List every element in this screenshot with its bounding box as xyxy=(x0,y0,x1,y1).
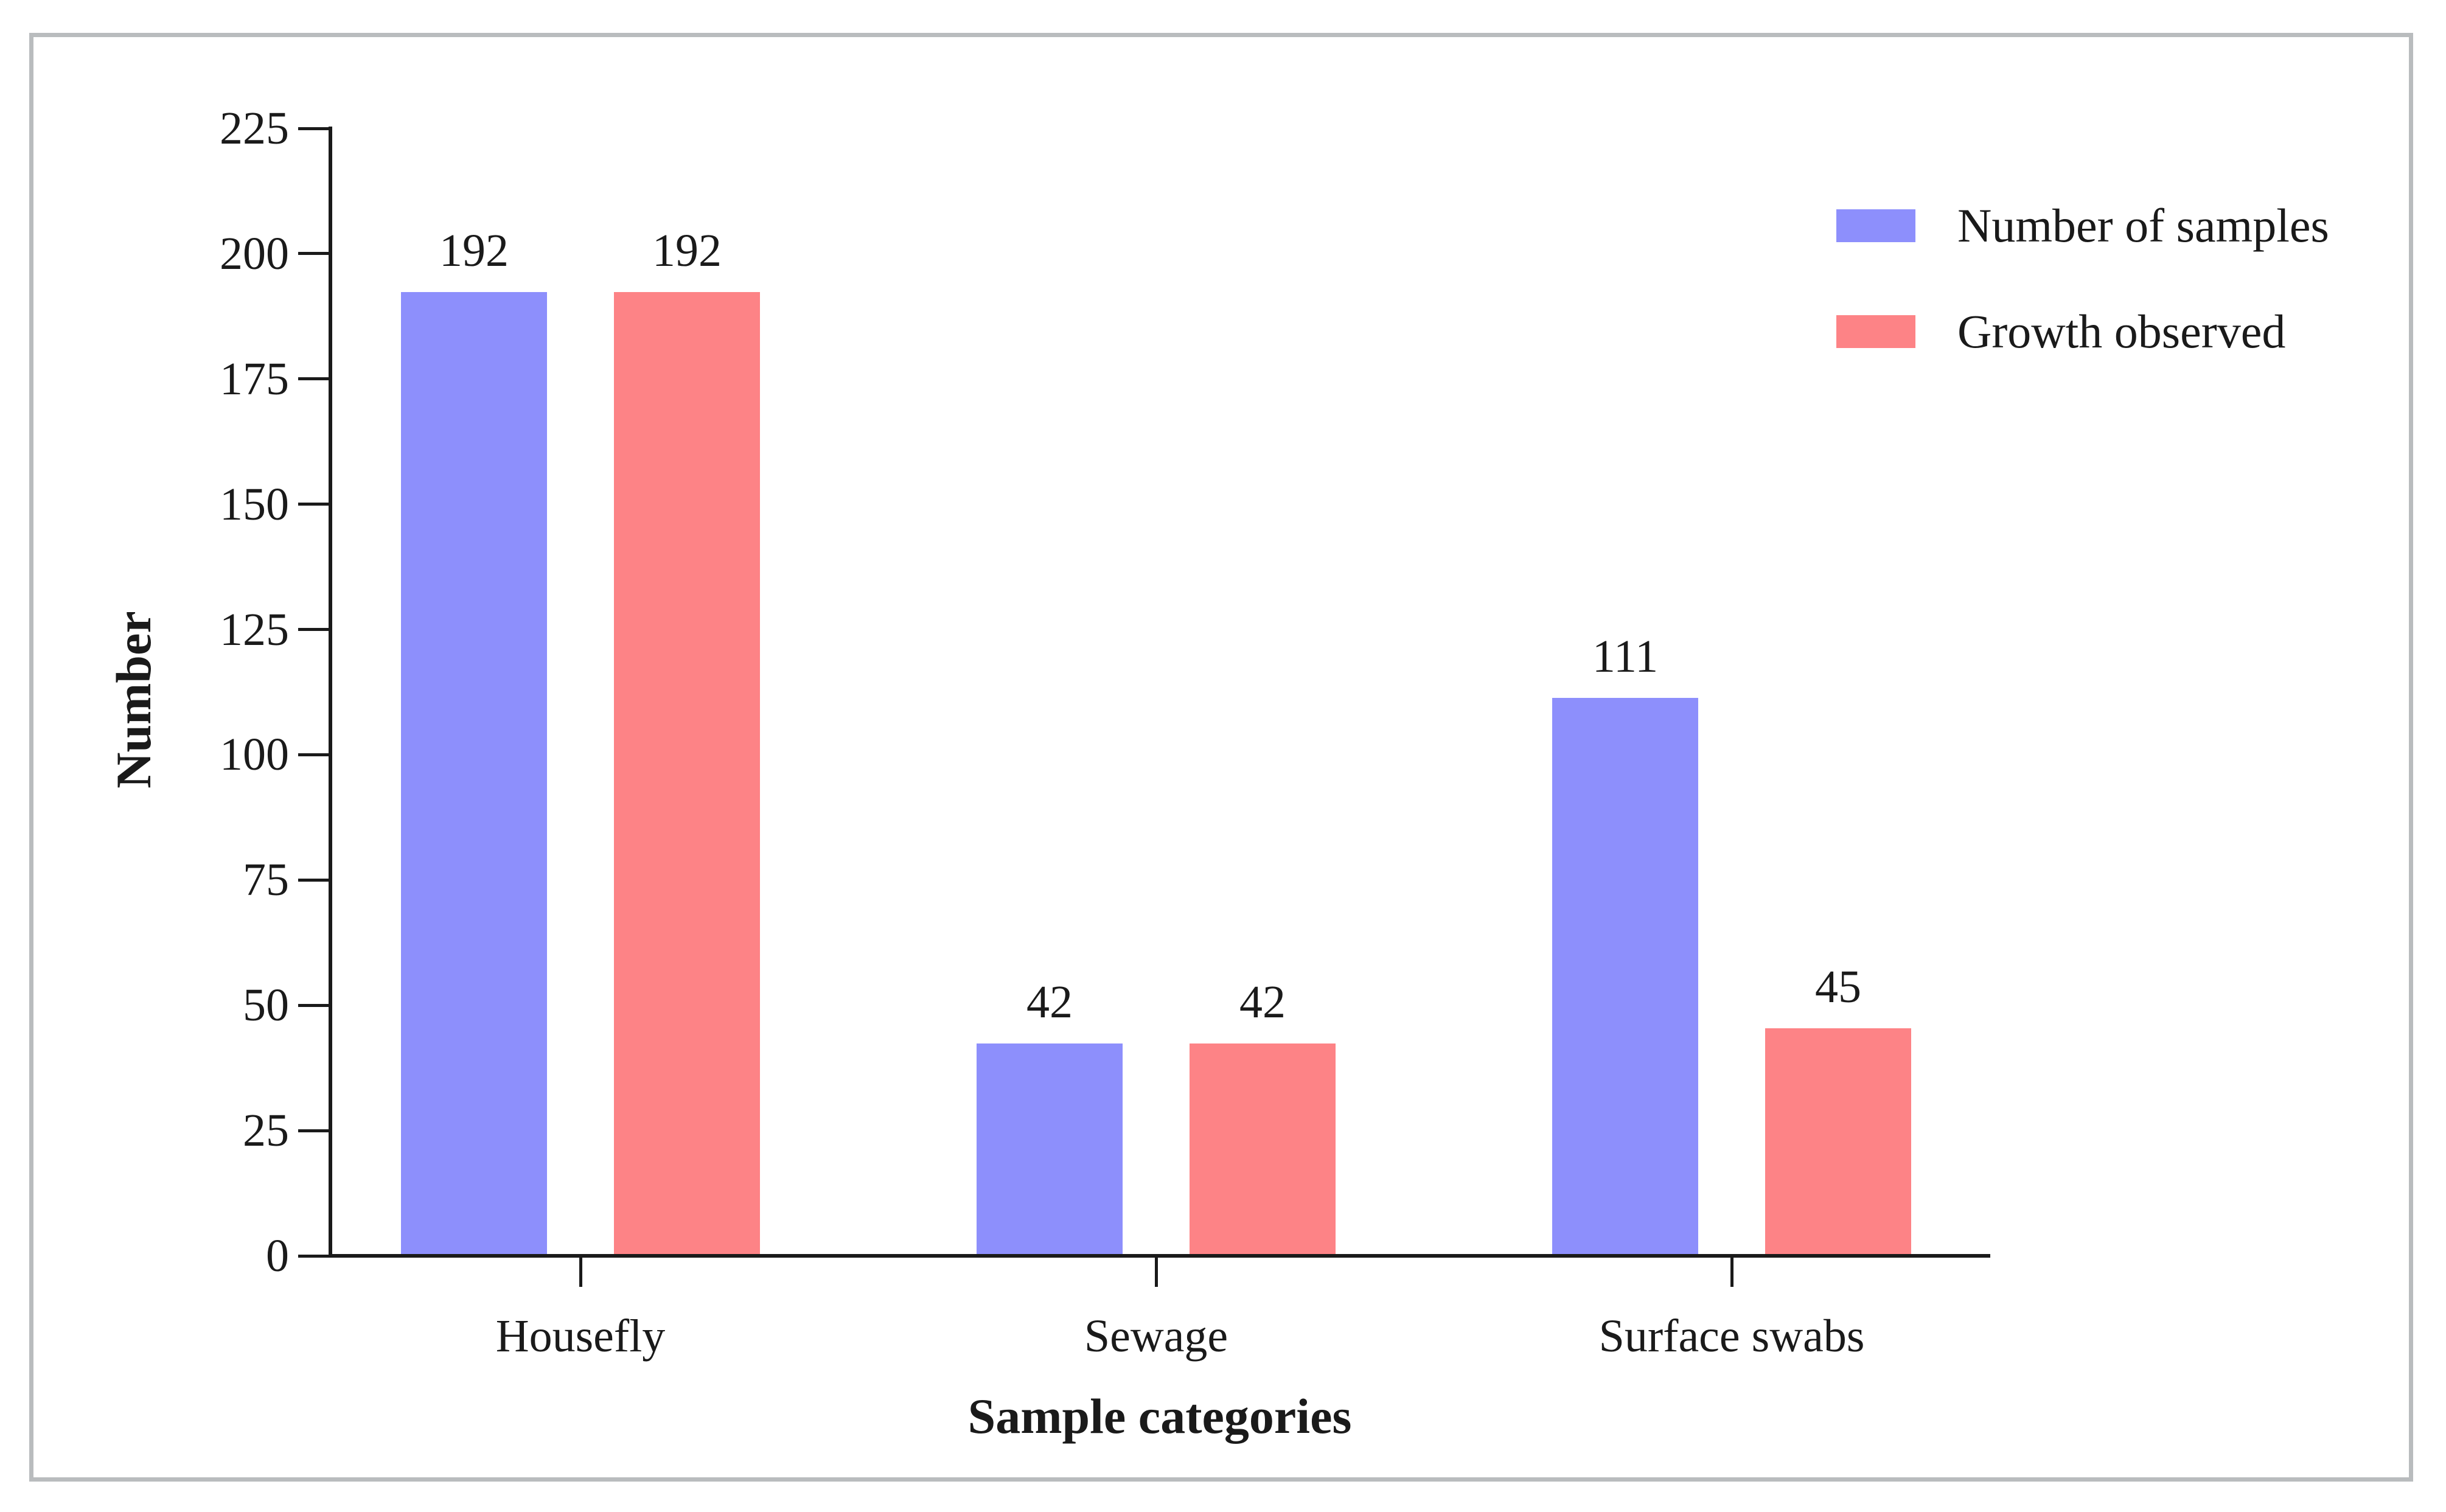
category-label-surface-swabs: Surface swabs xyxy=(1598,1311,1865,1362)
y-tick xyxy=(298,377,329,381)
bar-value-label: 192 xyxy=(439,225,509,276)
category-label-sewage: Sewage xyxy=(1084,1311,1228,1362)
y-axis-title: Number xyxy=(106,611,161,789)
legend-label-growth-observed: Growth observed xyxy=(1957,305,2286,358)
bar-value-label: 42 xyxy=(1239,977,1286,1028)
y-tick-label: 0 xyxy=(266,1230,289,1281)
legend-swatch-number-of-samples xyxy=(1836,209,1915,242)
y-tick xyxy=(298,127,329,130)
bar-value-label: 192 xyxy=(652,225,722,276)
legend-swatch-growth-observed xyxy=(1836,315,1915,348)
y-tick xyxy=(298,503,329,506)
y-tick-label: 75 xyxy=(243,854,289,906)
bar-value-label: 42 xyxy=(1026,977,1073,1028)
bar-samples-surface-swabs xyxy=(1552,697,1698,1254)
y-tick xyxy=(298,1254,329,1258)
y-tick xyxy=(298,1129,329,1132)
x-tick xyxy=(579,1258,582,1287)
x-axis-title: Sample categories xyxy=(967,1388,1352,1444)
legend: Number of samples Growth observed xyxy=(1836,201,2329,413)
bar-samples-housefly xyxy=(401,291,547,1254)
bar-value-label: 45 xyxy=(1815,961,1861,1013)
y-tick xyxy=(298,1003,329,1007)
y-tick-label: 225 xyxy=(220,103,289,154)
y-axis-line xyxy=(329,127,332,1258)
bar-growth-sewage xyxy=(1190,1043,1336,1254)
y-tick xyxy=(298,878,329,882)
y-tick-label: 125 xyxy=(220,604,289,655)
bar-growth-surface-swabs xyxy=(1765,1028,1911,1254)
x-tick xyxy=(1154,1258,1158,1287)
y-tick-label: 25 xyxy=(243,1105,289,1157)
bar-value-label: 111 xyxy=(1592,630,1659,682)
bar-samples-sewage xyxy=(977,1043,1123,1254)
legend-item-number-of-samples: Number of samples xyxy=(1836,201,2329,250)
legend-label-number-of-samples: Number of samples xyxy=(1957,199,2329,252)
y-tick-label: 150 xyxy=(220,478,289,530)
x-tick xyxy=(1730,1258,1733,1287)
bar-growth-housefly xyxy=(614,291,760,1254)
y-tick xyxy=(298,252,329,256)
y-tick-label: 100 xyxy=(220,729,289,781)
y-tick-label: 200 xyxy=(220,228,289,279)
y-tick-label: 175 xyxy=(220,353,289,405)
y-tick-label: 50 xyxy=(243,980,289,1031)
legend-item-growth-observed: Growth observed xyxy=(1836,307,2329,356)
y-tick xyxy=(298,753,329,756)
x-axis-line xyxy=(329,1254,1990,1258)
category-label-housefly: Housefly xyxy=(495,1311,666,1362)
y-tick xyxy=(298,628,329,632)
